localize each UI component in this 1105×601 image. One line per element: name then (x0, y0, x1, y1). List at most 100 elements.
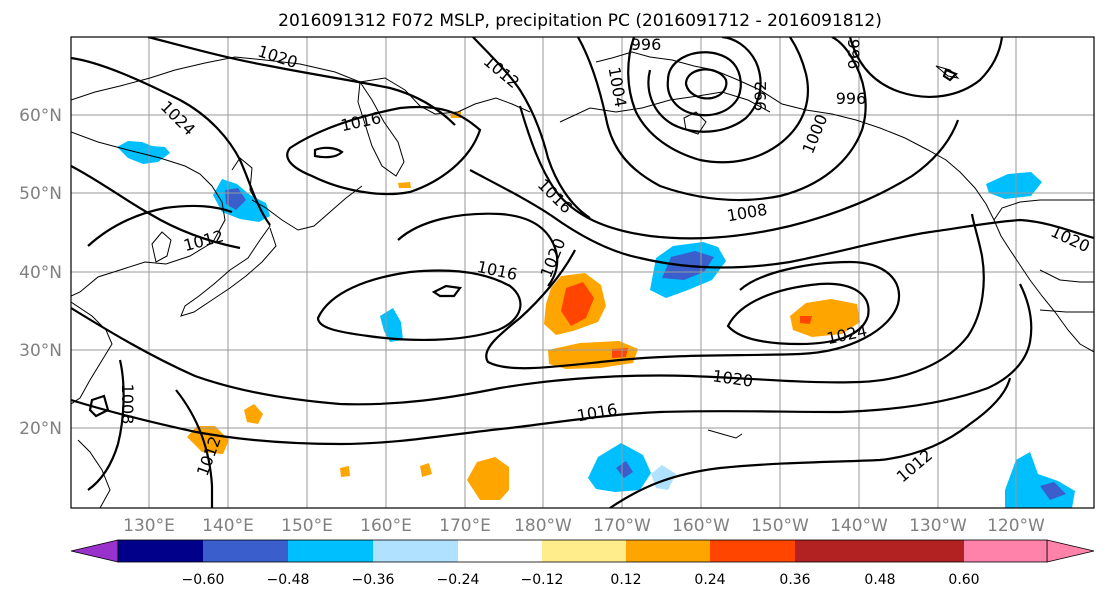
border-state-2 (1039, 309, 1094, 313)
colorbar-frame (117, 539, 1048, 563)
precipitation-shading (117, 111, 1075, 508)
colorbar-segment (288, 540, 373, 562)
precip-positive-south (467, 457, 509, 500)
lon-label: 130°W (909, 516, 967, 536)
border-us-canada (993, 199, 1094, 221)
lon-label: 120°W (987, 516, 1045, 536)
isobar-small-ring (313, 146, 344, 159)
lat-label: 50°N (19, 184, 62, 204)
coast-alaska-na-west (595, 51, 1094, 353)
precip-negative-southeast-core (1040, 482, 1066, 500)
isobar-1020-south (71, 213, 985, 406)
coast-china-south (71, 301, 113, 405)
isobar-1004-low (577, 37, 867, 202)
isobar-992-low (666, 51, 742, 117)
isobar-label: 992 (751, 81, 770, 112)
precip-negative-pnw (986, 172, 1042, 199)
mslp-contours (71, 37, 1094, 508)
colorbar-extend-min (70, 539, 119, 563)
precip-positive-small-2 (340, 466, 350, 477)
isobar-1016-west (397, 212, 559, 287)
precip-positive-east-core (800, 316, 812, 324)
isobar-988-core (684, 68, 728, 100)
isobar-1012-west (175, 389, 214, 508)
isobar-asia-2 (87, 204, 233, 247)
isobar-996-east (848, 37, 1004, 98)
colorbar-segment (964, 540, 1047, 562)
lon-label: 160°W (672, 516, 730, 536)
isobar-1012-aleutian (472, 37, 591, 219)
lon-label: 170°E (439, 516, 491, 536)
map-title: 2016091312 F072 MSLP, precipitation PC (… (278, 11, 882, 31)
isobar-1008-small (88, 394, 110, 418)
colorbar-segment (203, 540, 288, 562)
lat-label: 40°N (19, 263, 62, 283)
colorbar-segment (542, 540, 626, 562)
isobar-1024-east (726, 282, 870, 346)
colorbar-segment (795, 540, 880, 562)
isobar-1016-south (71, 283, 1033, 446)
colorbar-tick-label: −0.60 (182, 572, 225, 588)
isobar-label: 996 (836, 89, 867, 108)
coastlines (71, 51, 1094, 508)
colorbar-segment (710, 540, 795, 562)
lat-label: 20°N (19, 419, 62, 439)
colorbar-tick-label: 0.48 (864, 572, 895, 588)
precip-positive-central-core (561, 282, 594, 326)
graticule (71, 37, 1094, 508)
colorbar-segment (118, 540, 203, 562)
lon-label: 140°W (830, 516, 888, 536)
latitude-labels: 60°N 50°N 40°N 30°N 20°N (19, 106, 62, 439)
isobar-1012-asia (71, 165, 241, 250)
lon-label: 140°E (202, 516, 254, 536)
colorbar-segment (373, 540, 458, 562)
isobar-1024-west (71, 56, 271, 226)
coast-siberia-okhotsk (71, 56, 531, 115)
lon-label: 170°W (593, 516, 651, 536)
colorbar-segment (458, 540, 542, 562)
lat-label: 30°N (19, 341, 62, 361)
isobar-label: 996 (631, 35, 662, 54)
precip-positive-east (790, 299, 860, 337)
map-frame (70, 36, 1095, 509)
lon-label: 150°E (281, 516, 333, 536)
coast-korea (151, 231, 172, 263)
isobar-1016-okhotsk (286, 105, 482, 196)
colorbar-segment (626, 540, 710, 562)
isobar-1016-east (469, 169, 1094, 269)
colorbar-extend-max (1046, 539, 1095, 563)
border-state-1 (1039, 269, 1094, 283)
lat-label: 60°N (19, 106, 62, 126)
coast-kuril-chain (251, 185, 363, 231)
colorbar-tick-label: −0.24 (437, 572, 480, 588)
isobar-1016-high (316, 269, 522, 342)
colorbar-tick-label: 0.24 (694, 572, 725, 588)
coast-hawaii (707, 429, 743, 439)
lon-label: 130°E (123, 516, 175, 536)
colorbar-tick-label: −0.12 (521, 572, 564, 588)
isobar-1008-low (518, 105, 960, 240)
map-area: 1020 996 1012 996 996 1024 1016 1004 992… (70, 35, 1095, 509)
isobar-1020-central (485, 249, 901, 370)
isobar-996-low (647, 37, 762, 133)
coast-east-asia (71, 131, 226, 297)
precip-positive-small-3 (398, 182, 411, 188)
isobar-1000-low (627, 37, 810, 164)
lon-label: 160°E (360, 516, 412, 536)
precip-positive-small-1 (420, 463, 432, 477)
precip-negative-hawaii-south-core (616, 461, 633, 478)
colorbar-tick-label: 0.60 (948, 572, 979, 588)
colorbar-tick-label: 0.36 (779, 572, 810, 588)
colorbar: −0.60 −0.48 −0.36 −0.24 −0.12 0.12 0.24 … (70, 539, 1095, 588)
isobar-label: 1008 (118, 384, 137, 425)
isobar-1008-west (87, 359, 125, 491)
colorbar-tick-label: −0.48 (267, 572, 310, 588)
lon-label: 150°W (751, 516, 809, 536)
isobar-small-land-ring (942, 68, 958, 82)
isobar-label: 996 (844, 39, 863, 70)
precip-negative-kamchatka-west (117, 141, 170, 164)
colorbar-tick-label: 0.12 (610, 572, 641, 588)
colorbar-segment (880, 540, 964, 562)
lon-label: 180°W (514, 516, 572, 536)
